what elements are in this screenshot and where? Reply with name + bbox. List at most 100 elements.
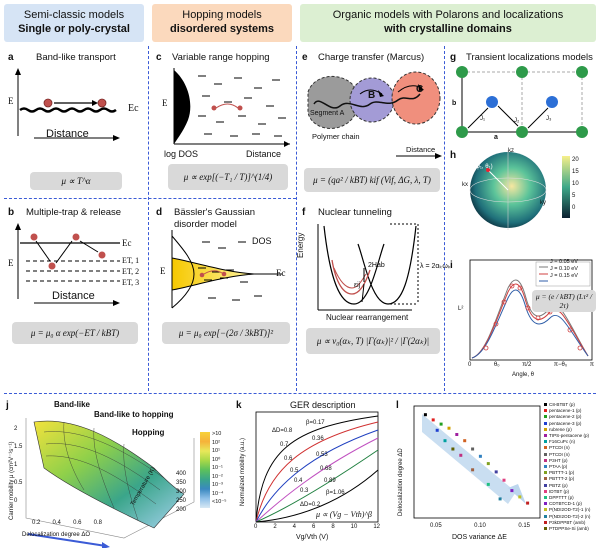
panel-h-kz: kz bbox=[508, 148, 514, 154]
panel-d-title: Bässler's Gaussian bbox=[174, 207, 256, 218]
scatter-point bbox=[471, 468, 475, 472]
panel-j-temp-tick-1: 350 bbox=[176, 480, 187, 486]
panel-l-xtick-1: 0.10 bbox=[474, 523, 486, 529]
panel-d-formula-text: μ = μ₀ exp[−(2σ / 3kBT)]² bbox=[178, 328, 274, 338]
panel-i-legend-0: J = 0.05 eV bbox=[550, 259, 578, 265]
legend-item: IDTBT (p) bbox=[544, 489, 600, 495]
panel-i-xtick-3: π−θ₀ bbox=[553, 362, 568, 368]
legend-item: PTDPPSe-Si (amb) bbox=[544, 526, 600, 532]
legend-label: C8-BTBT (p) bbox=[549, 402, 575, 407]
panel-b-ec: Ec bbox=[122, 238, 132, 248]
legend-label: F16CuPc (n) bbox=[549, 439, 576, 445]
panel-c-formula-text: μ ∝ exp[(−T₁ / T)]^(1/4) bbox=[183, 171, 273, 182]
panel-j-colorbar-labels: >10 10² 10¹ 10⁰ 10⁻¹ 10⁻² 10⁻³ 10⁻⁴ <10⁻… bbox=[212, 430, 227, 507]
panel-i-legend-2: J = 0.15 eV bbox=[550, 273, 578, 279]
divider-col2 bbox=[296, 46, 297, 391]
ger-plot bbox=[255, 411, 379, 523]
panel-e-title: Charge transfer (Marcus) bbox=[318, 52, 425, 63]
legend-item: P3HT (p) bbox=[544, 458, 600, 464]
legend-label: DPPTTT (p) bbox=[549, 495, 574, 501]
panel-k-ylabel: Normalized mobility (a.u.) bbox=[240, 438, 246, 506]
legend-marker bbox=[544, 452, 547, 456]
panel-k-cl-0: ΔD=0.8 bbox=[272, 428, 293, 434]
panel-i-xtick-1: θ₀ bbox=[493, 362, 500, 368]
panel-j-label: j bbox=[6, 400, 9, 411]
panel-j-deloc-tick-1: 0.4 bbox=[52, 520, 61, 526]
legend-marker bbox=[544, 502, 547, 506]
panel-j-cbar-8: <10⁻⁵ bbox=[212, 499, 227, 505]
legend-marker bbox=[544, 483, 547, 487]
legend-item: pentacene-3 (p) bbox=[544, 421, 600, 427]
scatter-point bbox=[463, 439, 467, 443]
legend-item: TIPS-pentacene (p) bbox=[544, 433, 600, 439]
panel-j-temp-tick-2: 300 bbox=[176, 489, 187, 495]
panel-j-temp-tick-4: 200 bbox=[176, 507, 187, 513]
panel-h-scale-0: 0 bbox=[572, 205, 576, 211]
panel-k-xtick-2: 4 bbox=[292, 524, 296, 530]
panel-k-cl-9: 0.89 bbox=[324, 478, 336, 484]
panel-c-label: c bbox=[156, 52, 162, 63]
panel-j-to-hopping: Band-like to hopping bbox=[94, 410, 174, 419]
panel-f-formula-text: μ ∝ v₀(αₖ, T) |Γ(αₖ)|² / |Γ(2αₖ)| bbox=[316, 335, 430, 346]
panel-h-scale-20: 20 bbox=[572, 157, 579, 163]
legend-item: pentacene-1 (p) bbox=[544, 408, 600, 414]
legend-marker bbox=[544, 514, 547, 518]
legend-marker bbox=[544, 421, 547, 425]
panel-h-scale-10: 10 bbox=[572, 181, 579, 187]
panel-j-cbar-1: 10² bbox=[212, 439, 220, 446]
scatter-point bbox=[494, 470, 498, 474]
panel-k-cl-4: 0.6 bbox=[284, 456, 293, 462]
panel-k-cl-12: ΔD=0.2 bbox=[300, 502, 321, 508]
legend-marker bbox=[544, 489, 547, 493]
panel-c-ylabel: E bbox=[162, 98, 168, 108]
panel-j-temp-ticks: 400 350 300 250 200 bbox=[176, 470, 186, 515]
panel-h-label: h bbox=[450, 150, 457, 161]
panel-b-et2: ET, 2 bbox=[122, 267, 140, 276]
legend-marker bbox=[544, 434, 547, 438]
legend-item: C8-BTBT (p) bbox=[544, 402, 600, 408]
panel-l-xtick-2: 0.15 bbox=[518, 523, 530, 529]
divider-col1 bbox=[148, 46, 149, 391]
scatter-point bbox=[510, 489, 514, 493]
header-hopping: Hopping models disordered systems bbox=[152, 4, 292, 42]
scatter-point bbox=[502, 478, 506, 482]
legend-item: DPPTTT (p) bbox=[544, 495, 600, 501]
legend-label: P(NDI2OD-T2)-2 (n) bbox=[549, 513, 591, 519]
panel-j-mob-tick-1: 1.5 bbox=[14, 444, 23, 450]
header-semi-classic: Semi-classic models Single or poly-cryst… bbox=[4, 4, 144, 42]
scatter-point bbox=[447, 426, 451, 430]
panel-h-scale-15: 15 bbox=[572, 169, 579, 175]
panel-k-cl-5: 0.53 bbox=[316, 452, 328, 458]
legend-marker bbox=[544, 409, 547, 413]
legend-marker bbox=[544, 440, 547, 444]
panel-c-xlabel-left: log DOS bbox=[164, 149, 199, 159]
panel-l-xtick-0: 0.05 bbox=[430, 523, 442, 529]
divider-row2 bbox=[4, 393, 596, 394]
panel-j-mob-tick-2: 1 bbox=[14, 462, 18, 468]
panel-j-mob-tick-0: 2 bbox=[14, 426, 18, 432]
panel-l-label: l bbox=[396, 400, 399, 411]
panel-k-xticks: 0 2 4 6 8 10 12 bbox=[254, 524, 380, 530]
legend-item: rubrene (p) bbox=[544, 427, 600, 433]
legend-label: PBTZ (p) bbox=[549, 482, 568, 488]
legend-label: pentacene-1 (p) bbox=[549, 408, 582, 414]
legend-marker bbox=[544, 403, 547, 406]
legend-item: P(NDI2OD-T2)-2 (n) bbox=[544, 514, 600, 520]
legend-item: PTCDI (n) bbox=[544, 452, 600, 458]
panel-j-cbar-2: 10¹ bbox=[212, 448, 220, 454]
header-organic: Organic models with Polarons and localiz… bbox=[300, 4, 596, 42]
multiple-trap-diagram bbox=[15, 223, 120, 306]
legend-marker bbox=[544, 458, 547, 462]
panel-j-xlabel: Delocalization degree ΔO bbox=[22, 532, 91, 538]
scatter-point bbox=[423, 413, 427, 417]
divider-col3 bbox=[444, 46, 445, 391]
panel-b-xlabel: Distance bbox=[52, 290, 95, 302]
scatter-point bbox=[518, 495, 522, 499]
panel-i-xticks: 0 θ₀ π/2 π−θ₀ π bbox=[468, 362, 594, 368]
mobility-surface-plot bbox=[25, 418, 195, 548]
panel-g-label: g bbox=[450, 52, 457, 63]
panel-h-scale-5: 5 bbox=[572, 193, 576, 199]
legend-item: F16CuPc (n) bbox=[544, 439, 600, 445]
panel-i-formula-text: μ = (e / kBT) (Lτ² / 2τ) bbox=[535, 292, 593, 310]
panel-f-hab: 2Hab bbox=[368, 262, 385, 269]
